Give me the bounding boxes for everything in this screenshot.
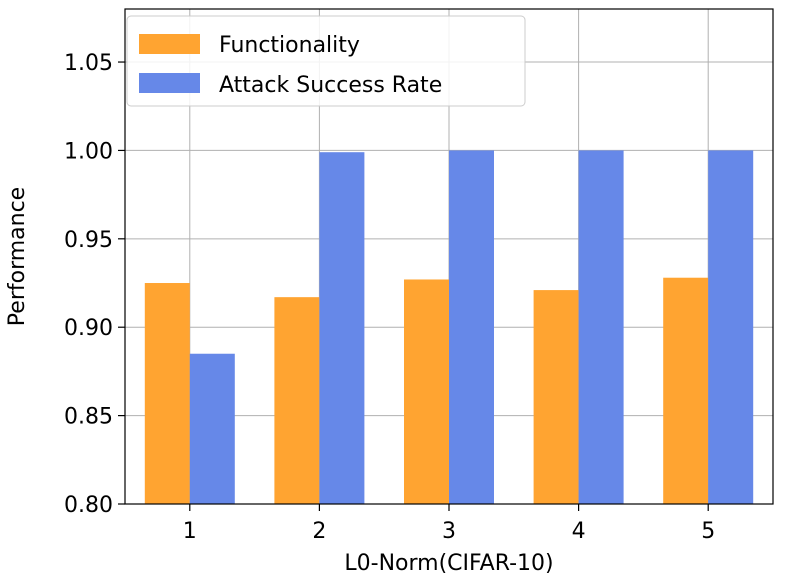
y-tick-label: 1.00 (64, 139, 113, 164)
x-axis-label: L0-Norm(CIFAR-10) (344, 551, 553, 576)
bars (144, 150, 754, 505)
bar-attack-success-rate-5 (708, 150, 754, 504)
legend: Functionality Attack Success Rate (126, 15, 526, 107)
bar-attack-success-rate-4 (578, 150, 624, 504)
bar-functionality-2 (274, 297, 320, 504)
y-axis-label: Performance (5, 187, 30, 326)
legend-label-attack-success-rate: Attack Success Rate (219, 73, 442, 98)
bar-functionality-4 (533, 290, 579, 504)
y-axis: 0.80 0.85 0.90 0.95 1.00 1.05 (64, 51, 125, 518)
bar-attack-success-rate-1 (189, 353, 235, 504)
legend-swatch-attack-success-rate (139, 73, 200, 93)
bar-attack-success-rate-2 (319, 152, 365, 505)
y-tick-label: 1.05 (64, 51, 113, 76)
x-tick-label: 5 (701, 519, 715, 544)
legend-label-functionality: Functionality (219, 33, 360, 58)
bar-functionality-3 (404, 279, 449, 504)
bar-attack-success-rate-3 (449, 150, 494, 504)
bar-functionality-1 (144, 283, 190, 504)
x-tick-label: 3 (442, 519, 456, 544)
y-tick-label: 0.90 (64, 316, 113, 341)
bar-functionality-5 (663, 277, 709, 504)
y-tick-label: 0.85 (64, 405, 113, 430)
legend-swatch-functionality (139, 34, 200, 54)
x-axis: 1 2 3 4 5 (183, 504, 715, 544)
y-tick-label: 0.80 (64, 493, 113, 518)
legend-box (126, 15, 526, 107)
x-tick-label: 1 (183, 519, 197, 544)
x-tick-label: 4 (572, 519, 586, 544)
x-tick-label: 2 (312, 519, 326, 544)
y-tick-label: 0.95 (64, 228, 113, 253)
